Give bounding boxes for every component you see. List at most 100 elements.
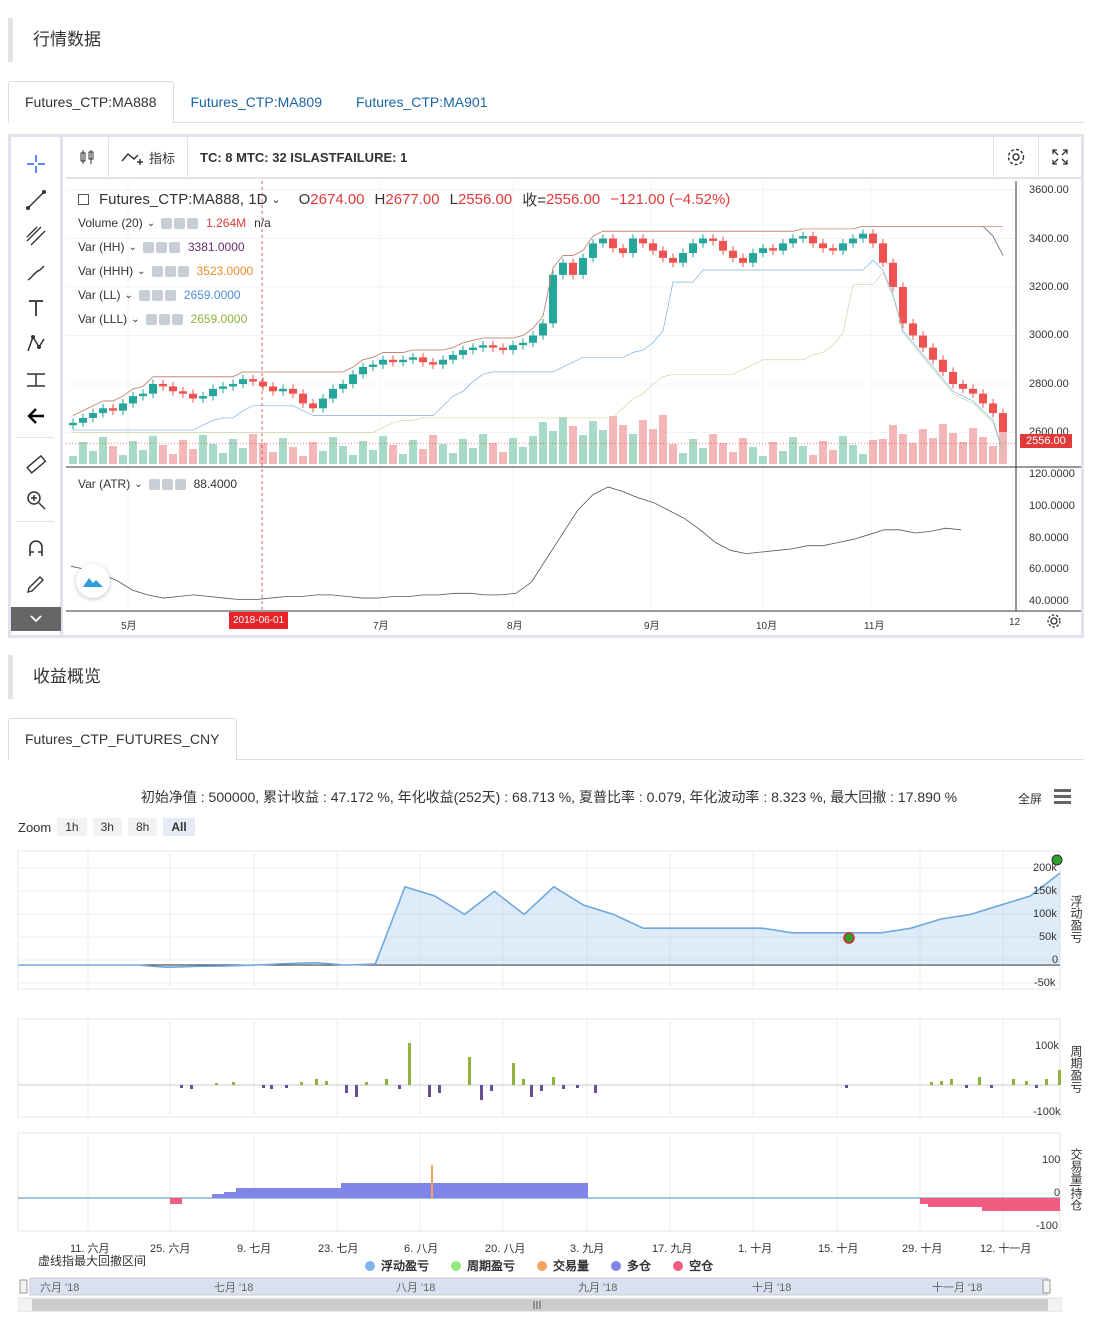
indicator-hh: Var (HH) ⌄ 3381.0000 <box>78 240 245 254</box>
period-bar <box>930 1082 933 1085</box>
candle-body <box>629 238 637 254</box>
volume-bar <box>829 450 837 464</box>
legend-long[interactable]: 多仓 <box>611 1257 651 1274</box>
drawing-toolbar <box>11 137 63 635</box>
candle-body <box>809 236 817 244</box>
crosshair-icon[interactable] <box>23 151 49 177</box>
tab-ma888[interactable]: Futures_CTP:MA888 <box>8 81 174 123</box>
price-chart[interactable] <box>66 181 1081 635</box>
long-position <box>341 1183 588 1198</box>
indicator-name: Var (ATR) <box>78 477 131 491</box>
legend-period-pnl[interactable]: 周期盈亏 <box>451 1257 515 1274</box>
candle-body <box>89 413 97 418</box>
atr-tick: 60.0000 <box>1029 563 1069 575</box>
volume-bar <box>239 448 247 464</box>
zoom-in-icon[interactable] <box>23 487 49 513</box>
zoom-1h-button[interactable]: 1h <box>57 818 87 836</box>
candle-body <box>129 396 137 404</box>
legend-volume[interactable]: 交易量 <box>537 1257 589 1274</box>
x-axis-tick: 20. 八月 <box>485 1243 526 1255</box>
indicator-controls[interactable] <box>161 217 200 229</box>
pnl-area <box>18 873 1060 968</box>
short-position <box>982 1198 1060 1211</box>
range-navigator[interactable]: 六月 '18 七月 '18 八月 '18 九月 '18 十月 '18 十一月 '18 <box>17 1276 1063 1313</box>
legend-short[interactable]: 空仓 <box>673 1257 713 1274</box>
measure-icon[interactable] <box>23 367 49 393</box>
fullscreen-icon[interactable] <box>1039 136 1081 178</box>
volume-tick: 100 <box>1042 1154 1061 1166</box>
pnl-tick: -50k <box>1034 977 1056 989</box>
candle-body <box>509 345 517 351</box>
candle-body <box>219 386 227 389</box>
candle-body <box>159 384 167 387</box>
candle-body <box>189 393 197 399</box>
text-icon[interactable] <box>23 295 49 321</box>
candle-body <box>859 233 867 239</box>
indicator-controls[interactable] <box>145 313 185 325</box>
fib-icon[interactable] <box>23 223 49 249</box>
pattern-icon[interactable] <box>23 331 49 357</box>
volume-bar <box>659 415 667 464</box>
legend-floating-pnl[interactable]: 浮动盈亏 <box>365 1257 429 1274</box>
chart-area[interactable]: Futures_CTP:MA888, 1D ⌄ O 2674.00 H 2677.0… <box>66 181 1081 635</box>
volume-bar <box>689 439 697 464</box>
period-bar <box>562 1085 565 1089</box>
indicator-value: 3523.0000 <box>196 264 254 278</box>
settings-icon[interactable] <box>993 136 1039 178</box>
menu-icon[interactable] <box>1054 789 1071 804</box>
trend-line-icon[interactable] <box>23 187 49 213</box>
fullscreen-button[interactable]: 全屏 <box>1018 792 1043 806</box>
arrow-left-icon[interactable] <box>23 403 49 429</box>
collapse-icon[interactable] <box>78 194 89 205</box>
period-bar <box>490 1085 493 1091</box>
high-label: H <box>374 191 386 208</box>
candle-body <box>929 347 937 360</box>
volume-bar <box>459 439 467 464</box>
indicator-controls[interactable] <box>148 478 188 490</box>
axis-settings-icon[interactable] <box>1046 613 1062 634</box>
ruler-icon[interactable] <box>23 451 49 477</box>
volume-bar <box>99 437 107 464</box>
tab-futures-cny[interactable]: Futures_CTP_FUTURES_CNY <box>8 718 237 760</box>
candle-body <box>529 335 537 343</box>
tab-ma809[interactable]: Futures_CTP:MA809 <box>190 94 323 110</box>
lll-line <box>73 271 1004 453</box>
period-bar <box>940 1081 943 1085</box>
candle-body <box>999 413 1007 444</box>
tab-ma901[interactable]: Futures_CTP:MA901 <box>356 94 488 110</box>
candle-body <box>989 403 997 414</box>
indicator-name: Var (HH) <box>78 240 125 254</box>
atr-tick: 100.0000 <box>1029 500 1075 512</box>
period-bar <box>315 1079 318 1085</box>
volume-bar <box>199 435 207 464</box>
collapse-toolbar-icon[interactable] <box>11 607 61 631</box>
candle-body <box>139 393 147 397</box>
brush-icon[interactable] <box>23 259 49 285</box>
indicator-hhh: Var (HHH) ⌄ 3523.0000 <box>78 264 254 278</box>
volume-bar <box>669 444 677 464</box>
candle-body <box>679 253 687 263</box>
period-bar <box>1035 1085 1038 1088</box>
candle-body <box>359 367 367 375</box>
indicator-controls[interactable] <box>142 241 182 253</box>
candle-body <box>119 403 127 411</box>
lock-drawing-icon[interactable] <box>23 571 49 597</box>
indicator-lll: Var (LLL) ⌄ 2659.0000 <box>78 312 248 326</box>
indicators-label: 指标 <box>149 150 176 166</box>
navigator-label: 十一月 '18 <box>932 1280 982 1294</box>
zoom-8h-button[interactable]: 8h <box>127 818 158 836</box>
candle-body <box>699 238 707 244</box>
magnet-icon[interactable] <box>23 535 49 561</box>
zoom-all-button[interactable]: All <box>163 818 195 836</box>
zoom-3h-button[interactable]: 3h <box>92 818 122 836</box>
summary-chart[interactable] <box>0 845 1098 1265</box>
candle-style-button[interactable] <box>66 136 109 178</box>
indicator-controls[interactable] <box>151 265 191 277</box>
candle-body <box>749 253 757 263</box>
candle-body <box>429 362 437 365</box>
time-tick: 7月 <box>373 621 389 632</box>
indicators-button[interactable]: 指标 <box>109 136 189 178</box>
volume-bar <box>959 442 967 464</box>
indicator-controls[interactable] <box>138 289 178 301</box>
logo-icon <box>76 564 110 598</box>
